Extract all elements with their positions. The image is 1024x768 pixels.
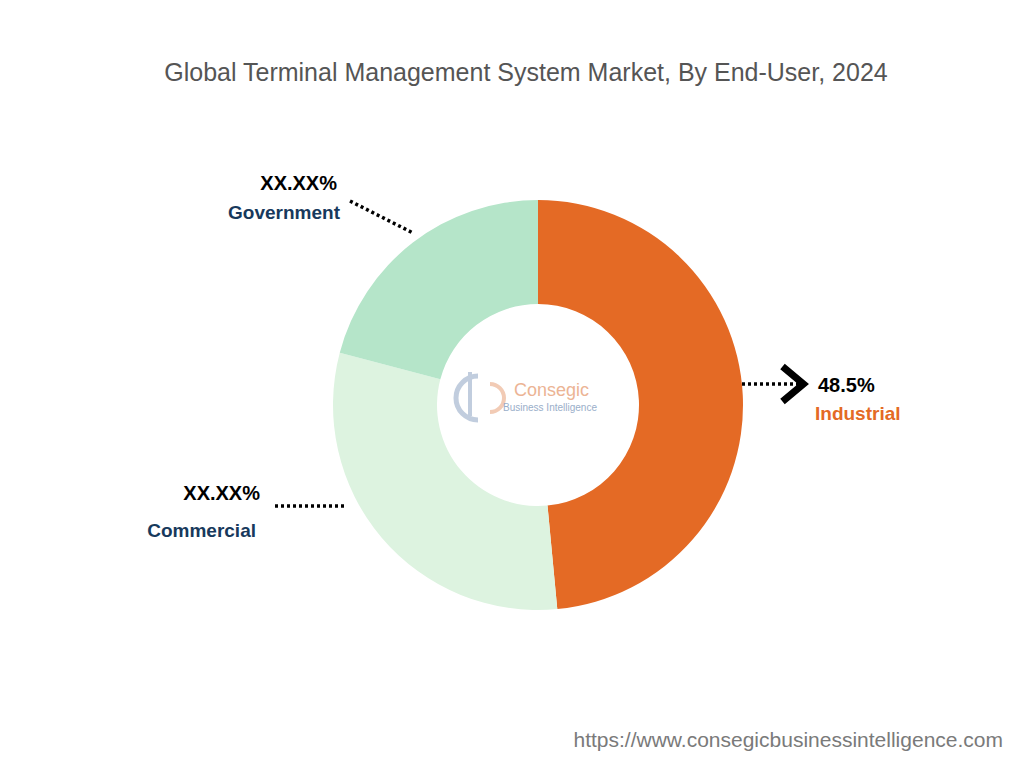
svg-text:Global Terminal Management Sys: Global Terminal Management System Market… — [164, 58, 888, 86]
svg-text:XX.XX%: XX.XX% — [183, 482, 260, 504]
svg-text:https://www.consegicbusinessin: https://www.consegicbusinessintelligence… — [573, 728, 1003, 751]
svg-text:Government: Government — [228, 202, 341, 223]
svg-text:48.5%: 48.5% — [818, 374, 875, 396]
svg-text:XX.XX%: XX.XX% — [260, 172, 337, 194]
svg-text:Commercial: Commercial — [147, 520, 256, 541]
svg-text:Industrial: Industrial — [815, 403, 901, 424]
svg-text:Business Intelligence: Business Intelligence — [503, 402, 597, 413]
svg-text:Consegic: Consegic — [514, 380, 589, 400]
